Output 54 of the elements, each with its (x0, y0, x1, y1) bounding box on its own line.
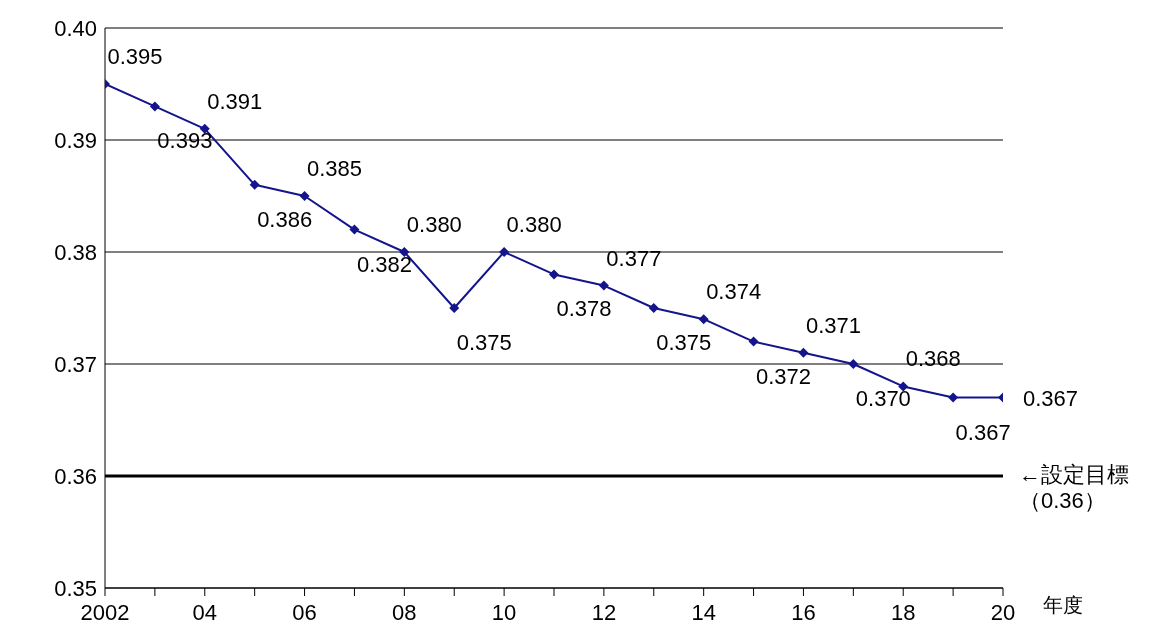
x-tick-label: 12 (591, 599, 617, 625)
x-tick-label: 14 (691, 599, 716, 625)
point (349, 224, 360, 235)
y-tick-label: 0.37 (54, 351, 97, 377)
data-label: 0.380 (406, 212, 462, 237)
point (948, 392, 959, 403)
point (598, 280, 609, 291)
data-label: 0.377 (606, 245, 662, 271)
data-label: 0.395 (107, 44, 163, 69)
data-label: 0.375 (656, 330, 712, 355)
point (748, 336, 759, 347)
data-label: 0.374 (706, 279, 762, 305)
point (499, 247, 510, 257)
data-label: 0.385 (307, 156, 363, 181)
x-tick-label: 10 (491, 599, 517, 625)
y-tick-label: 0.40 (54, 15, 97, 41)
point (648, 303, 659, 313)
data-label: 0.386 (257, 206, 313, 232)
x-tick-label: 18 (890, 599, 916, 625)
x-tick-label: 20 (990, 599, 1016, 625)
point (698, 314, 709, 325)
data-label: 0.372 (756, 363, 812, 389)
point (798, 347, 809, 358)
x-tick-label: 04 (192, 599, 218, 625)
point (399, 247, 410, 257)
y-tick-label: 0.39 (54, 127, 97, 153)
point (299, 191, 310, 201)
data-label: 0.367 (955, 419, 1011, 445)
point (249, 179, 260, 190)
y-tick-label: 0.35 (54, 575, 97, 601)
data-label: 0.378 (556, 296, 612, 322)
x-tick-label: 16 (791, 599, 816, 625)
data-label: 0.382 (356, 251, 412, 277)
data-label: 0.391 (207, 88, 263, 114)
data-label: 0.371 (805, 312, 861, 338)
y-tick-label: 0.38 (54, 239, 97, 265)
data-label: 0.380 (506, 212, 562, 237)
point (199, 123, 210, 134)
point (549, 269, 559, 280)
point (149, 101, 160, 112)
ref-line-label: ←設定目標（0.36） (1019, 462, 1130, 514)
point (898, 381, 909, 392)
x-tick-label: 08 (392, 599, 417, 625)
data-label: 0.367 (1023, 385, 1079, 411)
x-tick-label: 2002 (80, 599, 130, 625)
point (848, 359, 859, 369)
x-tick-label: 06 (292, 599, 317, 625)
data-label: 0.393 (157, 128, 213, 154)
x-axis-title: 年度 (1043, 593, 1083, 618)
data-label: 0.368 (905, 346, 961, 372)
data-label: 0.370 (855, 386, 911, 411)
point (449, 303, 460, 313)
data-label: 0.375 (456, 330, 512, 355)
y-tick-label: 0.36 (54, 463, 97, 489)
